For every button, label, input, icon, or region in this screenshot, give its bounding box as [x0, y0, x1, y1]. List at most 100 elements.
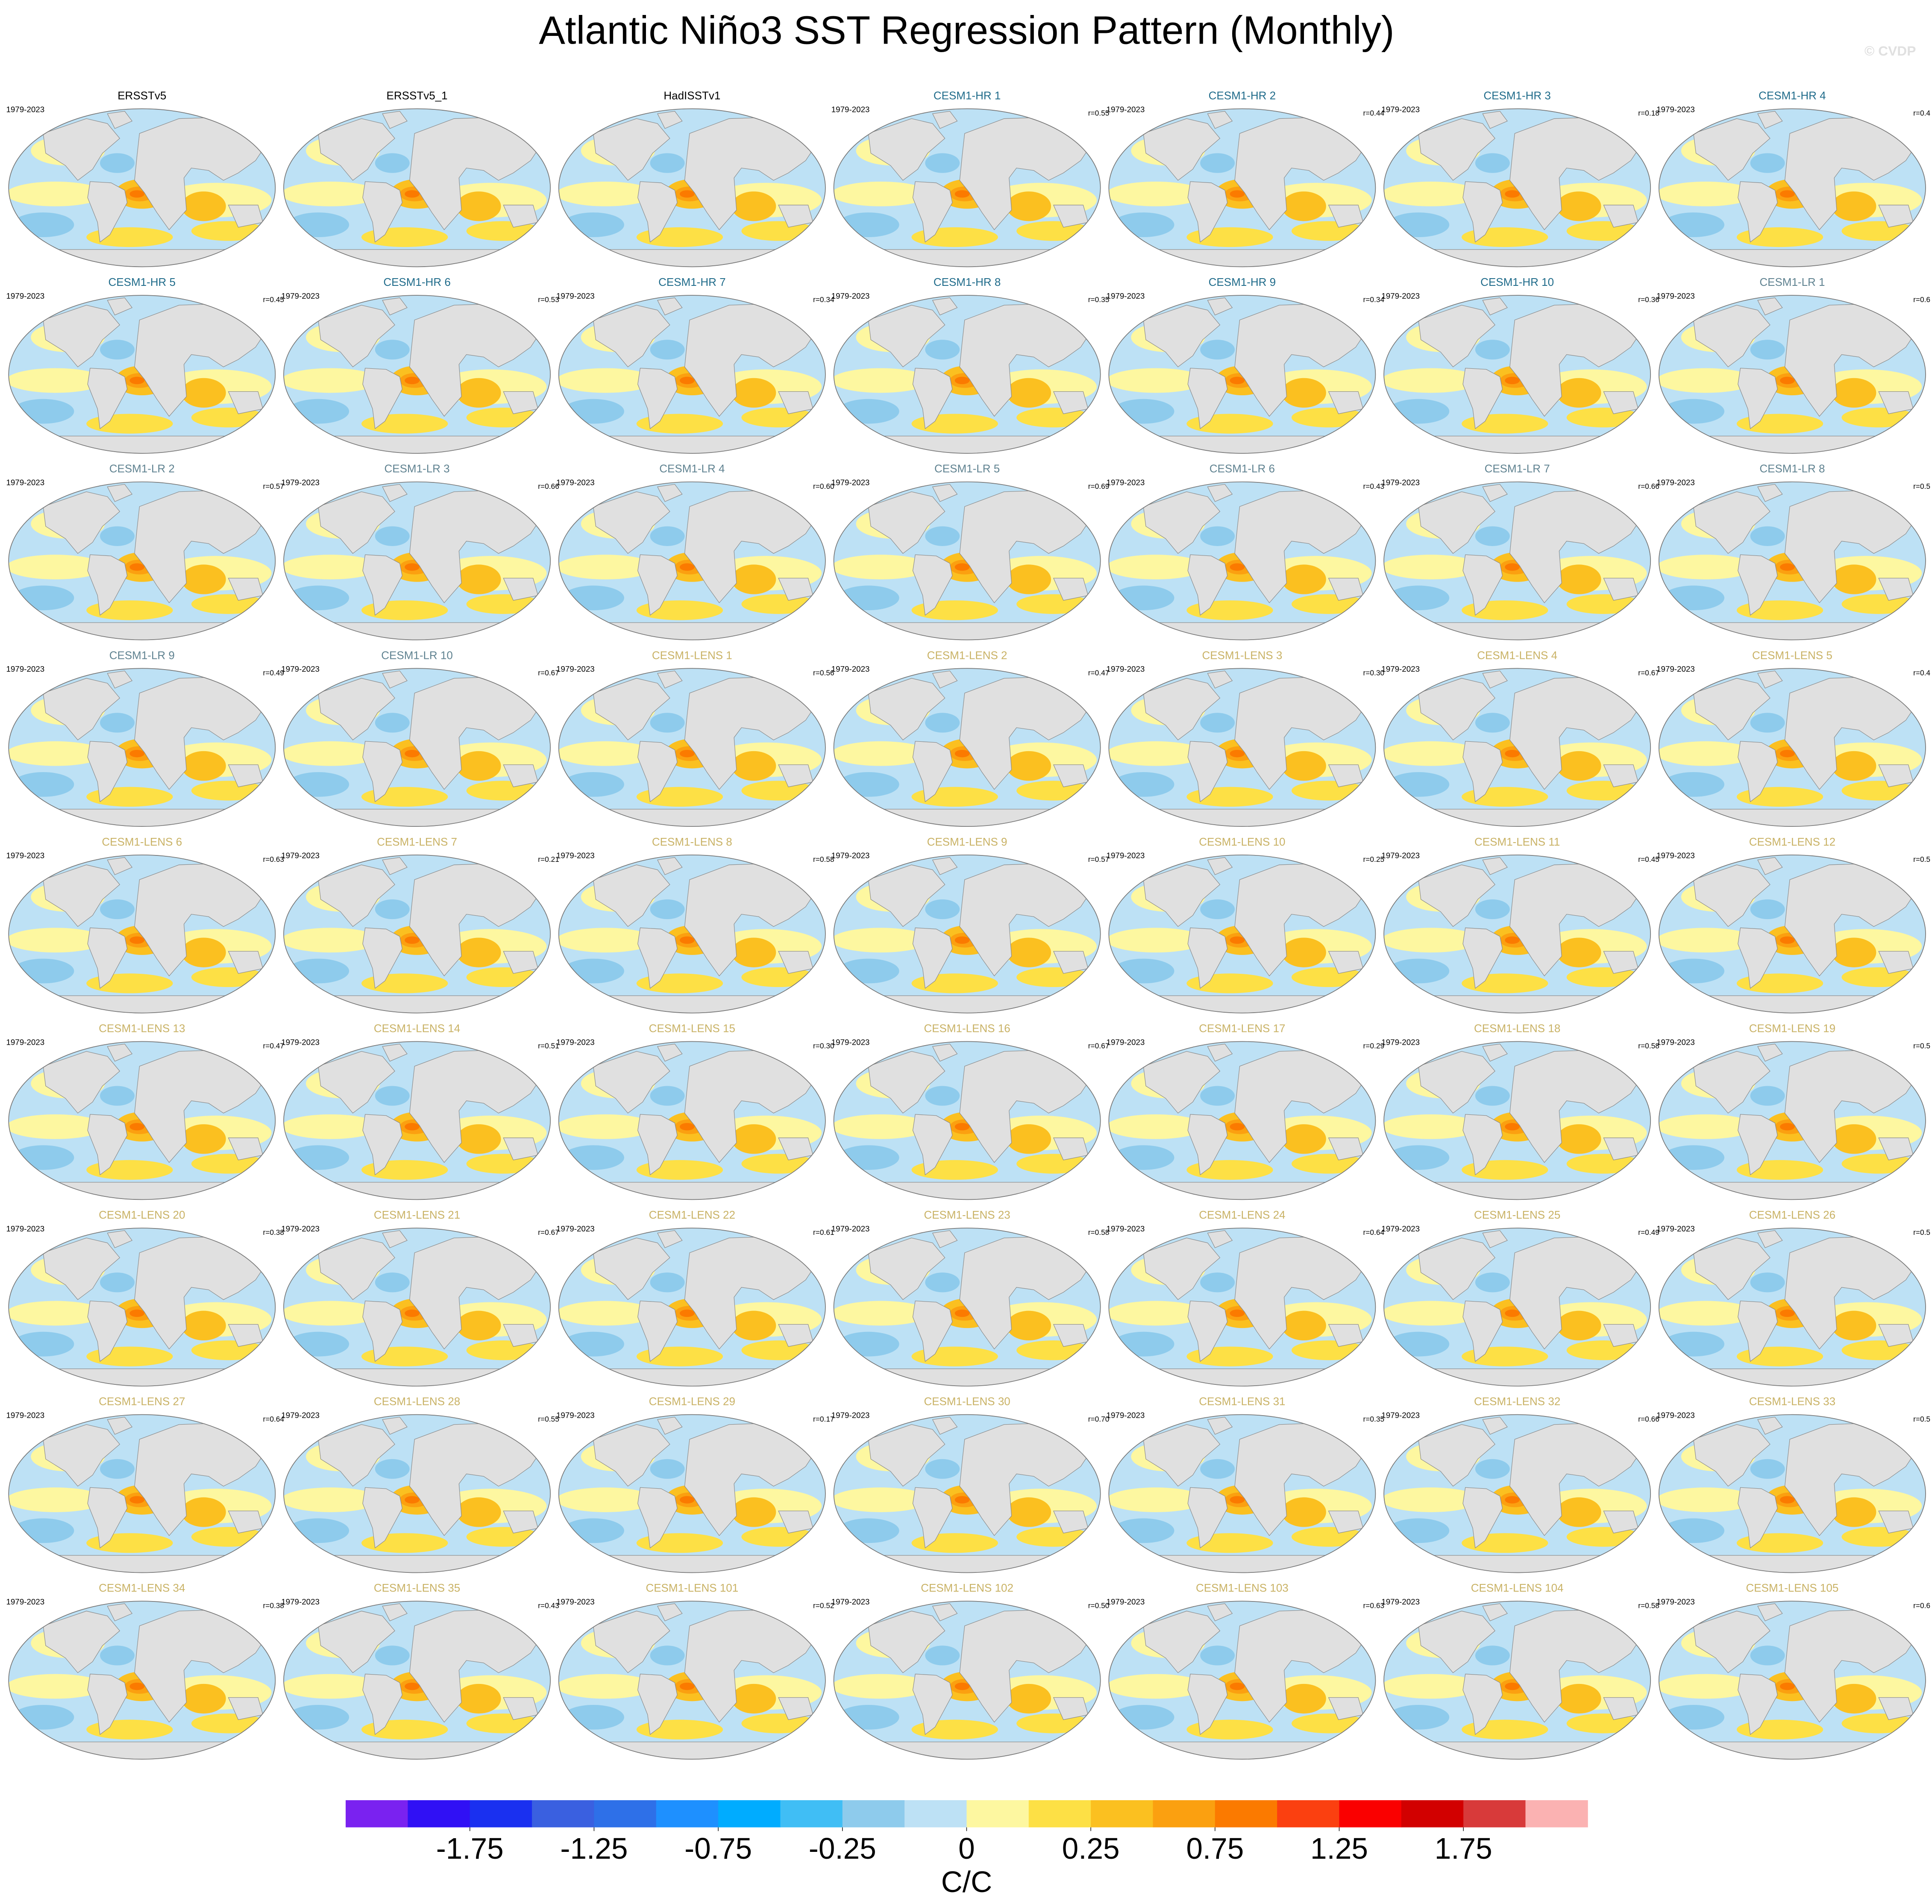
map-pattern — [1659, 109, 1926, 267]
map-border — [1658, 1601, 1926, 1760]
map — [558, 1228, 826, 1387]
panel-correlation: r=0.50 — [1088, 1601, 1110, 1610]
panel-period: 1979-2023 — [281, 1411, 320, 1420]
panel-title: CESM1-LR 8 — [1759, 462, 1825, 475]
panel-correlation: r=0.51 — [538, 1042, 559, 1050]
panel-correlation: r=0.44 — [1363, 109, 1385, 118]
map-border — [1383, 1228, 1651, 1387]
panel-correlation: r=0.67 — [1638, 668, 1659, 677]
colorbar-tick-label: 1.25 — [1310, 1832, 1368, 1865]
panel-title: CESM1-LENS 2 — [927, 649, 1007, 661]
map-panel: CESM1-LENS 14 1979-2023 r=0.51 — [281, 1022, 559, 1200]
panel-period: 1979-2023 — [1381, 291, 1420, 300]
map-field — [283, 295, 551, 453]
map-pattern — [283, 668, 551, 827]
map-border — [8, 855, 276, 1014]
map-border — [283, 1041, 551, 1200]
map-pattern — [834, 1414, 1101, 1573]
map — [1108, 481, 1376, 641]
panel-correlation: r=0.66 — [1638, 482, 1659, 491]
panel-period: 1979-2023 — [6, 1224, 44, 1233]
map-field — [283, 1228, 551, 1386]
map — [1108, 1228, 1376, 1387]
panel-correlation: r=0.45 — [1638, 855, 1659, 864]
panel-correlation: r=0.25 — [1363, 855, 1385, 864]
panel-correlation: r=0.49 — [263, 668, 284, 677]
map-panel: CESM1-LENS 24 1979-2023 r=0.64 — [1107, 1208, 1385, 1387]
panel-correlation: r=0.55 — [1088, 109, 1110, 118]
map-border — [283, 295, 551, 454]
map-border — [283, 1601, 551, 1760]
map-pattern — [9, 1228, 276, 1386]
panel-period: 1979-2023 — [556, 291, 595, 300]
map-panel: CESM1-LENS 7 1979-2023 r=0.21 — [281, 835, 559, 1014]
panel-correlation: r=0.47 — [263, 1042, 284, 1050]
map — [8, 481, 276, 641]
panel-period: 1979-2023 — [831, 664, 870, 673]
panel-correlation: r=0.58 — [1088, 1228, 1110, 1237]
map — [1658, 1228, 1926, 1387]
map-field — [558, 668, 825, 827]
colorbar-swatch — [656, 1800, 719, 1828]
map-panel: CESM1-LENS 25 1979-2023 r=0.49 — [1381, 1208, 1659, 1387]
map-panel: CESM1-LENS 19 1979-2023 r=0.5 — [1656, 1022, 1930, 1200]
map-border — [833, 1041, 1101, 1200]
panel-period: 1979-2023 — [556, 1224, 595, 1233]
map-border — [1383, 1601, 1651, 1760]
panel-correlation: r=0.18 — [1638, 109, 1659, 118]
map — [558, 1601, 826, 1760]
panel-correlation: r=0.4 — [1913, 109, 1930, 118]
map-field — [9, 109, 276, 267]
map-pattern — [558, 109, 825, 267]
map-pattern — [1659, 1601, 1926, 1760]
colorbar-tick-label: 0 — [958, 1832, 975, 1865]
panel-period: 1979-2023 — [1107, 105, 1145, 114]
map-pattern — [9, 668, 276, 827]
panel-correlation: r=0.57 — [263, 482, 284, 491]
map-border — [833, 855, 1101, 1014]
panel-correlation: r=0.5 — [1913, 1415, 1930, 1423]
panel-correlation: r=0.67 — [538, 668, 559, 677]
map-border — [1383, 481, 1651, 641]
map-pattern — [1659, 1414, 1926, 1573]
panel-period: 1979-2023 — [1656, 105, 1695, 114]
panel-correlation: r=0.61 — [813, 1228, 834, 1237]
panel-title: CESM1-LENS 23 — [924, 1208, 1010, 1221]
panel-period: 1979-2023 — [6, 1597, 44, 1606]
map-field — [1659, 1228, 1926, 1386]
map — [8, 855, 276, 1014]
colorbar-swatch — [904, 1800, 967, 1828]
panel-correlation: r=0.5 — [1913, 482, 1930, 491]
map-border — [1108, 108, 1376, 267]
map-panel: CESM1-LR 2 1979-2023 r=0.57 — [6, 462, 284, 641]
panel-period: 1979-2023 — [831, 105, 870, 114]
map-field — [1384, 855, 1651, 1013]
map — [1383, 1414, 1651, 1573]
panel-title: CESM1-LR 10 — [381, 649, 453, 661]
panel-title: CESM1-LENS 103 — [1196, 1581, 1289, 1594]
panel-title: CESM1-HR 4 — [1759, 89, 1826, 102]
map-field — [283, 109, 551, 267]
map — [8, 1601, 276, 1760]
map-panel: CESM1-LENS 103 1979-2023 r=0.63 — [1107, 1581, 1384, 1760]
map — [558, 1414, 826, 1573]
map-pattern — [1384, 668, 1651, 827]
map-border — [1108, 295, 1376, 454]
panel-title: CESM1-LENS 9 — [927, 835, 1007, 848]
map-pattern — [9, 1041, 276, 1200]
panel-title: CESM1-HR 1 — [934, 89, 1001, 102]
map-field — [834, 482, 1101, 640]
map — [833, 295, 1101, 454]
map-panel: CESM1-LENS 105 1979-2023 r=0.6 — [1656, 1581, 1930, 1760]
panel-correlation: r=0.4 — [1913, 668, 1930, 677]
panel-title: CESM1-LENS 35 — [374, 1581, 460, 1594]
panel-title: CESM1-HR 10 — [1480, 276, 1554, 288]
map-field — [834, 1228, 1101, 1386]
panel-period: 1979-2023 — [556, 851, 595, 860]
panel-title: CESM1-HR 9 — [1209, 276, 1276, 288]
panel-correlation: r=0.43 — [1363, 482, 1385, 491]
map — [833, 1041, 1101, 1200]
panel-period: 1979-2023 — [1656, 1224, 1695, 1233]
map-border — [283, 668, 551, 827]
panel-correlation: r=0.57 — [1088, 855, 1110, 864]
